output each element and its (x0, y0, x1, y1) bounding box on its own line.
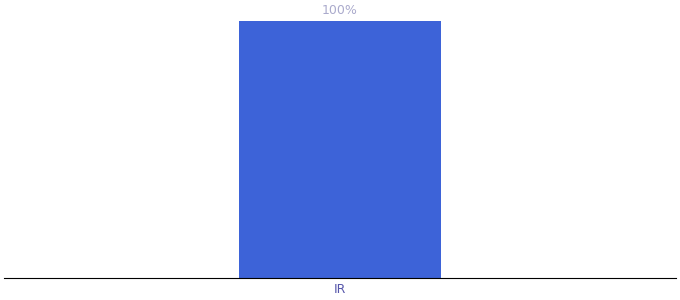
Text: 100%: 100% (322, 4, 358, 17)
Bar (239, 21, 441, 278)
